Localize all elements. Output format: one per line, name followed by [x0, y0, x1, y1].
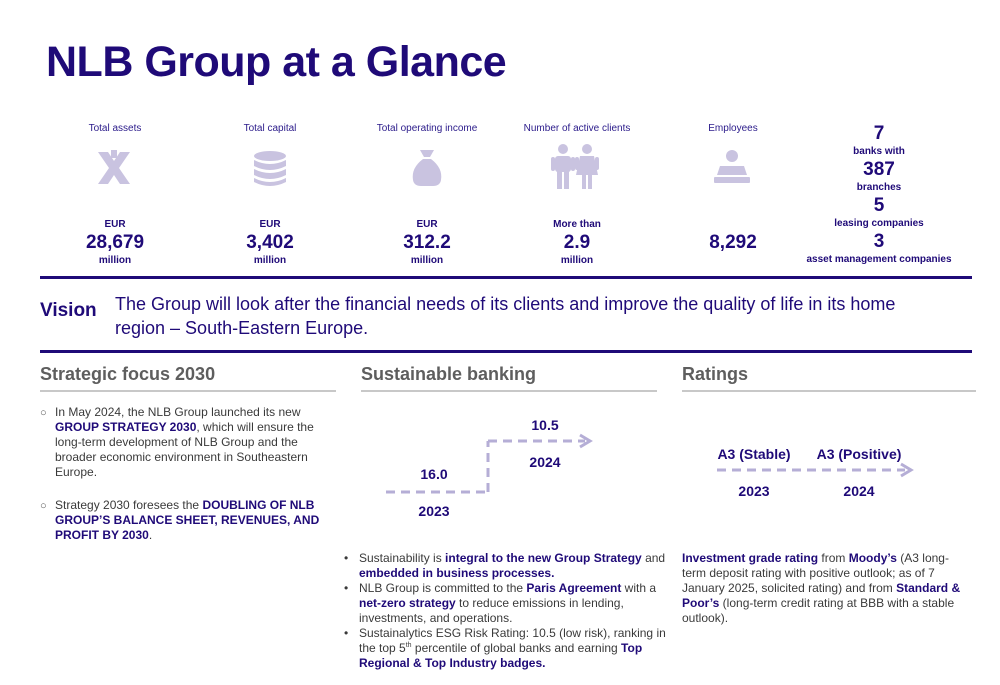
network-summary: 7 banks with 387 branches 5 leasing comp…	[800, 123, 958, 267]
list-item: • Sustainalytics ESG Risk Rating: 10.5 (…	[344, 626, 669, 671]
list-item: ○ In May 2024, the NLB Group launched it…	[40, 405, 330, 480]
network-text: banks with	[853, 146, 905, 157]
rating-from-value: A3 (Stable)	[717, 446, 791, 462]
text: .	[148, 528, 153, 542]
stat-label-employees: Employees	[708, 123, 758, 134]
circle-bullet-icon: ○	[40, 407, 47, 419]
network-text: branches	[856, 182, 902, 193]
esg-to-value: 10.5	[531, 417, 559, 433]
stat-label-total-capital: Total capital	[243, 123, 297, 134]
network-text: leasing companies	[834, 218, 924, 229]
stat-value: 3,402	[246, 232, 294, 253]
stat-operating-income: EUR 312.2 million	[352, 218, 502, 268]
stat-label-operating-income: Total operating income	[376, 123, 478, 134]
text: to reduce emissions in lending, investme…	[359, 596, 624, 625]
list-item: • NLB Group is committed to the Paris Ag…	[344, 581, 669, 626]
text: Sustainalytics ESG Risk Rating: 10.5 (lo…	[359, 626, 666, 655]
vision-text: The Group will look after the financial …	[115, 294, 896, 338]
dot-bullet-icon: •	[344, 581, 349, 595]
divider-top	[40, 276, 972, 279]
stat-prefix: EUR	[416, 219, 438, 230]
text: from	[818, 551, 849, 565]
network-number: 7	[873, 123, 885, 144]
text: In May 2024, the NLB Group launched its …	[55, 405, 301, 419]
strategic-heading: Strategic focus 2030	[40, 364, 216, 384]
strategic-underline	[40, 390, 336, 392]
stat-value: 312.2	[403, 232, 451, 253]
stat-employees: 8,292	[658, 232, 808, 254]
highlight: Standard & Poor’s	[682, 581, 961, 610]
stat-prefix: More than	[553, 219, 601, 230]
text: (long-term credit rating at BBB with a s…	[682, 596, 955, 625]
highlight: integral to the new Group Strategy	[445, 551, 642, 565]
stat-value: 2.9	[563, 232, 591, 253]
esg-from-value: 16.0	[420, 466, 448, 482]
text: and	[641, 551, 666, 565]
rating-to-value: A3 (Positive)	[816, 446, 902, 462]
arrows-exchange-icon	[98, 150, 130, 184]
highlight: DOUBLING OF NLB GROUP’S BALANCE SHEET, R…	[55, 498, 320, 542]
rating-arrow-diagram	[717, 462, 914, 478]
dot-bullet-icon: •	[344, 626, 349, 640]
rating-from-year: 2023	[738, 483, 770, 499]
people-icon	[551, 144, 599, 189]
stat-value: 28,679	[85, 232, 145, 253]
money-bag-icon	[412, 150, 442, 186]
stat-suffix: million	[253, 255, 287, 266]
text: (A3 long-term deposit rating with positi…	[682, 551, 949, 595]
divider-vision	[40, 350, 972, 353]
sustainable-heading: Sustainable banking	[361, 364, 537, 384]
page-title: NLB Group at a Glance	[46, 38, 507, 86]
highlight: Top Regional & Top Industry badges.	[359, 641, 643, 670]
highlight: Investment grade rating	[682, 551, 819, 565]
highlight: Moody’s	[848, 551, 897, 565]
stat-suffix: million	[560, 255, 594, 266]
sustainable-list: • Sustainability is integral to the new …	[344, 551, 669, 671]
text: Sustainability is	[359, 551, 446, 565]
esg-to-year: 2024	[529, 454, 561, 470]
text: , which will ensure the long-term develo…	[55, 420, 314, 479]
stat-total-assets: EUR 28,679 million	[40, 218, 190, 268]
stat-suffix: million	[98, 255, 132, 266]
stat-value: 8,292	[709, 232, 757, 253]
highlight: Paris Agreement	[526, 581, 622, 595]
stat-prefix: EUR	[259, 219, 281, 230]
esg-step-diagram	[386, 433, 593, 494]
strategic-list: ○ In May 2024, the NLB Group launched it…	[40, 405, 330, 561]
arrow-right-icon	[900, 462, 914, 478]
network-number: 387	[863, 159, 895, 180]
text: percentile of global banks and earning	[411, 641, 622, 655]
arrow-right-icon	[579, 433, 593, 449]
stat-prefix: EUR	[104, 219, 126, 230]
ratings-heading: Ratings	[682, 364, 749, 384]
highlight: net-zero strategy	[359, 596, 456, 610]
ratings-text: Investment grade rating from Moody’s (A3…	[682, 551, 967, 626]
text: Strategy 2030 foresees the	[55, 498, 203, 512]
employee-icon	[714, 150, 750, 183]
superscript: th	[405, 642, 412, 649]
stat-label-total-assets: Total assets	[88, 123, 142, 134]
rating-to-year: 2024	[843, 483, 875, 499]
stat-total-capital: EUR 3,402 million	[195, 218, 345, 268]
text: NLB Group is committed to the	[359, 581, 527, 595]
stat-label-active-clients: Number of active clients	[523, 123, 631, 134]
stat-suffix: million	[410, 255, 444, 266]
highlight: GROUP STRATEGY 2030	[55, 420, 197, 434]
list-item: ○ Strategy 2030 foresees the DOUBLING OF…	[40, 498, 330, 543]
sustainable-underline	[361, 390, 657, 392]
highlight: embedded in business processes.	[359, 566, 555, 580]
coin-stack-icon	[254, 151, 286, 186]
stat-active-clients: More than 2.9 million	[502, 218, 652, 268]
esg-from-year: 2023	[418, 503, 450, 519]
ratings-underline	[682, 390, 976, 392]
text: with a	[621, 581, 657, 595]
network-number: 3	[873, 231, 885, 252]
vision-label: Vision	[40, 300, 97, 321]
network-text: asset management companies	[806, 254, 952, 265]
dot-bullet-icon: •	[344, 551, 349, 565]
circle-bullet-icon: ○	[40, 500, 47, 512]
network-number: 5	[873, 195, 885, 216]
list-item: • Sustainability is integral to the new …	[344, 551, 669, 581]
